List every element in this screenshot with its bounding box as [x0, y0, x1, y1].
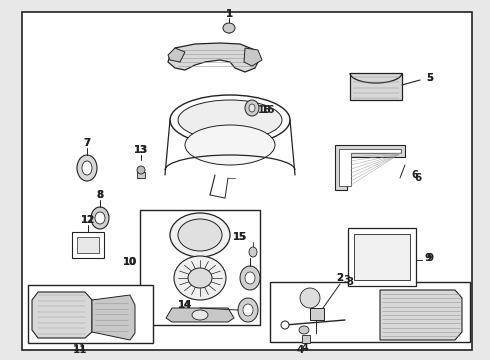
- Ellipse shape: [178, 100, 282, 140]
- Text: 10: 10: [123, 257, 137, 267]
- Text: 8: 8: [97, 190, 103, 200]
- Text: 6: 6: [415, 173, 421, 183]
- Text: 8: 8: [97, 190, 103, 200]
- Text: 12: 12: [81, 215, 95, 225]
- Polygon shape: [244, 48, 262, 66]
- Ellipse shape: [223, 23, 235, 33]
- Polygon shape: [350, 73, 402, 100]
- Polygon shape: [380, 290, 462, 340]
- Text: 4: 4: [296, 345, 304, 355]
- Text: 5: 5: [426, 73, 434, 83]
- Bar: [137, 172, 145, 178]
- Polygon shape: [168, 48, 185, 62]
- Polygon shape: [339, 149, 401, 186]
- Text: 15: 15: [233, 232, 247, 242]
- Text: 13: 13: [134, 145, 148, 155]
- Ellipse shape: [192, 310, 208, 320]
- Text: 13: 13: [134, 145, 148, 155]
- Polygon shape: [168, 43, 260, 72]
- Ellipse shape: [249, 247, 257, 257]
- Bar: [140, 210, 260, 325]
- Text: 11: 11: [73, 345, 87, 355]
- Ellipse shape: [299, 326, 309, 334]
- Ellipse shape: [245, 100, 259, 116]
- Ellipse shape: [170, 213, 230, 257]
- Ellipse shape: [185, 125, 275, 165]
- Ellipse shape: [82, 161, 92, 175]
- Ellipse shape: [245, 272, 255, 284]
- Ellipse shape: [174, 256, 226, 300]
- Bar: [348, 228, 416, 286]
- Text: 2: 2: [336, 273, 343, 283]
- Text: 14: 14: [178, 300, 192, 310]
- Polygon shape: [335, 145, 405, 190]
- Ellipse shape: [300, 288, 320, 308]
- Text: 7: 7: [83, 138, 91, 148]
- Polygon shape: [166, 308, 234, 322]
- Bar: [310, 308, 324, 320]
- Bar: [28, 285, 153, 343]
- Ellipse shape: [178, 219, 222, 251]
- Text: 5: 5: [427, 73, 433, 83]
- Ellipse shape: [95, 212, 105, 224]
- Text: 6: 6: [412, 170, 418, 180]
- Text: 15: 15: [233, 232, 247, 242]
- Polygon shape: [92, 295, 135, 340]
- Ellipse shape: [243, 304, 253, 316]
- Ellipse shape: [170, 95, 290, 145]
- Text: 10: 10: [123, 257, 137, 267]
- Text: 11: 11: [73, 343, 87, 353]
- Ellipse shape: [77, 155, 97, 181]
- Ellipse shape: [137, 166, 145, 174]
- Text: 16: 16: [261, 105, 275, 115]
- Text: 2: 2: [337, 273, 343, 283]
- Ellipse shape: [249, 104, 255, 112]
- Text: 16: 16: [258, 105, 272, 115]
- Ellipse shape: [238, 298, 258, 322]
- Ellipse shape: [188, 268, 212, 288]
- Bar: [270, 282, 470, 342]
- Text: 7: 7: [84, 138, 90, 148]
- Text: 3: 3: [346, 277, 354, 287]
- Text: 3: 3: [343, 275, 350, 285]
- Polygon shape: [32, 292, 92, 338]
- Bar: [72, 232, 104, 258]
- Text: 1: 1: [225, 9, 232, 19]
- Text: 1: 1: [225, 9, 233, 19]
- Text: 4: 4: [302, 343, 308, 353]
- Text: 9: 9: [426, 253, 434, 263]
- Bar: [77, 237, 99, 253]
- Ellipse shape: [281, 321, 289, 329]
- Bar: [302, 335, 310, 343]
- Ellipse shape: [240, 266, 260, 290]
- Text: 14: 14: [178, 300, 192, 310]
- Text: 9: 9: [425, 253, 431, 263]
- Bar: [354, 234, 410, 280]
- Text: 12: 12: [81, 215, 95, 225]
- Ellipse shape: [91, 207, 109, 229]
